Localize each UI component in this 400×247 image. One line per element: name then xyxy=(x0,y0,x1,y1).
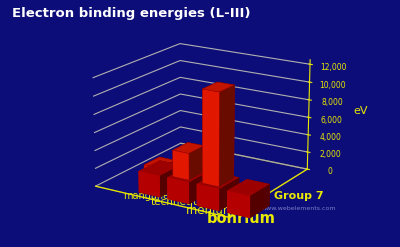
Text: Electron binding energies (L-III): Electron binding energies (L-III) xyxy=(12,7,250,21)
